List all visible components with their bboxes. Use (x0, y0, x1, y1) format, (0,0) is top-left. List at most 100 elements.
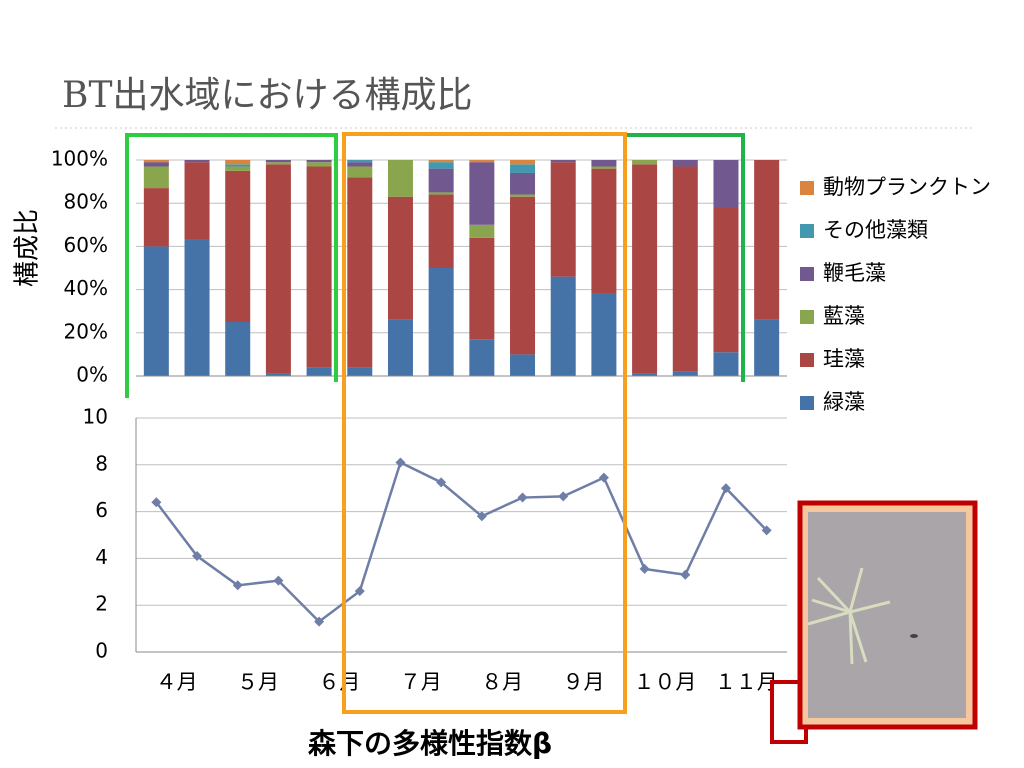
photo (808, 512, 966, 718)
bar-segment (510, 354, 536, 376)
bar-segment (672, 160, 698, 167)
data-point (273, 575, 284, 586)
data-point (639, 563, 650, 574)
bar-segment (550, 276, 576, 376)
x-tick-label: ８月 (481, 670, 523, 694)
y-tick-label: 4 (95, 545, 108, 569)
bar-segment (347, 367, 373, 376)
x-tick-label: ９月 (563, 670, 605, 694)
data-point (314, 616, 325, 627)
y-tick-label: 40% (64, 276, 108, 300)
y-axis-label: 構成比 (13, 209, 43, 287)
legend-label: 鞭毛藻 (823, 261, 886, 285)
bar-segment (225, 160, 251, 165)
legend-swatch (800, 267, 814, 281)
bar-segment (225, 170, 251, 322)
y-tick-label: 8 (95, 451, 108, 475)
bar-segment (265, 373, 291, 376)
bar-segment (387, 160, 413, 197)
bar-segment (306, 162, 332, 167)
bar-segment (143, 162, 169, 167)
bar-segment (143, 166, 169, 189)
bar-segment (591, 166, 617, 169)
bar-segment (713, 160, 739, 208)
data-point (476, 511, 487, 522)
bar-segment (510, 196, 536, 355)
legend-swatch (800, 353, 814, 367)
bar-segment (306, 160, 332, 163)
y-tick-label: 2 (95, 592, 108, 616)
data-point (354, 586, 365, 597)
bar-segment (387, 196, 413, 320)
bar-segment (510, 172, 536, 195)
bar-segment (143, 246, 169, 376)
bar-segment (428, 194, 454, 268)
particle (910, 634, 918, 638)
bar-segment (469, 339, 495, 376)
bar-segment (347, 177, 373, 368)
bar-segment (469, 160, 495, 163)
bar-segment (347, 166, 373, 178)
highlight-box (342, 132, 627, 714)
y-tick-label: 80% (64, 190, 108, 214)
x-tick-label: １０月 (633, 670, 696, 694)
y-tick-label: 100% (51, 147, 108, 171)
y-tick-label: 0 (95, 639, 108, 663)
legend-swatch (800, 396, 814, 410)
x-tick-label: ６月 (318, 670, 360, 694)
bar-segment (225, 322, 251, 376)
bar-segment (347, 160, 373, 163)
bar-segment (591, 293, 617, 376)
legend-label: 緑藻 (823, 390, 865, 414)
bar-segment (143, 188, 169, 247)
bar-segment (713, 207, 739, 353)
bar-segment (632, 164, 658, 374)
legend-swatch (800, 310, 814, 324)
data-point (720, 483, 731, 494)
data-line (155, 460, 768, 624)
bar-segment (550, 160, 576, 163)
legend-label: 珪藻 (823, 347, 865, 371)
data-point (761, 525, 772, 536)
data-point (151, 497, 162, 508)
bar-segment (428, 160, 454, 163)
bar-segment (469, 237, 495, 340)
bar-segment (306, 367, 332, 376)
data-point (680, 569, 691, 580)
bar-segment (672, 371, 698, 376)
data-point (517, 492, 528, 503)
bar-segment (184, 239, 210, 376)
legend-label: 藍藻 (823, 304, 865, 328)
bar-segment (510, 160, 536, 165)
bar-segment (306, 166, 332, 368)
x-tick-label: １１月 (715, 670, 778, 694)
green-bracket (625, 133, 745, 382)
data-point (192, 551, 203, 562)
bar-segment (184, 160, 210, 163)
bar-segment (713, 352, 739, 376)
data-point (395, 457, 406, 468)
bar-segment (510, 164, 536, 173)
x-tick-label: ７月 (400, 670, 442, 694)
green-bracket (125, 133, 338, 398)
bar-segment (265, 164, 291, 374)
data-point (436, 477, 447, 488)
data-point (232, 580, 243, 591)
legend-label: その他藻類 (823, 218, 928, 242)
bar-segment (428, 192, 454, 195)
x-axis-label: 森下の多様性指数β (308, 727, 552, 760)
bar-segment (143, 160, 169, 163)
slide-title: BT出水域における構成比 (62, 75, 472, 116)
bar-segment (754, 319, 780, 376)
legend-label: 動物プランクトン (823, 175, 991, 199)
bar-segment (591, 160, 617, 167)
bar-segment (428, 268, 454, 376)
bar-segment (347, 162, 373, 167)
diatom (807, 567, 891, 665)
charts: 0% 20% 40% 60% 80% 100% 構成比 動物プランクトンその他藻類鞭毛藻藍藻珪… (13, 147, 992, 761)
bar-segment (469, 224, 495, 238)
y-tick-label: 20% (64, 319, 108, 343)
bar-segment (428, 168, 454, 193)
y-tick-label: 0% (76, 363, 108, 387)
